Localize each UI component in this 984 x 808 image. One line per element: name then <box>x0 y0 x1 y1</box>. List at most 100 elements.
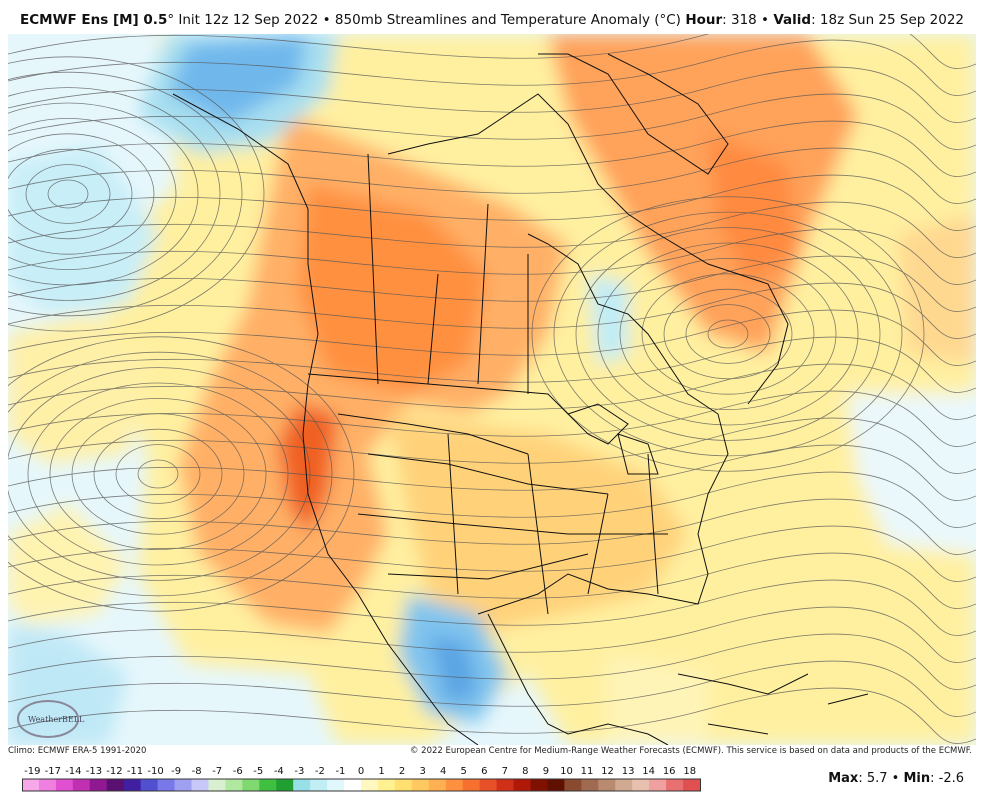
colorbar-swatch <box>174 779 192 791</box>
streamline <box>597 242 859 426</box>
colorbar-label: 9 <box>543 766 549 777</box>
header-valid: Hour: 318 • Valid: 18z Sun 25 Sep 2022 <box>685 12 964 28</box>
colorbar-swatch <box>157 779 176 791</box>
header-title: ECMWF Ens [M] 0.5° Init 12z 12 Sep 2022 … <box>20 12 681 28</box>
text-segment: ° Init 12z 12 Sep 2022 • 850mb Streamlin… <box>167 12 681 28</box>
streamline <box>8 633 976 690</box>
colorbar: -19 -17 -14 -13 -12 -11 -10 -9 -8 -7 -6 -5 -4 -3 -2 -1 0… <box>22 766 701 792</box>
streamline <box>71 413 245 535</box>
colorbar-label: 12 <box>601 766 614 777</box>
colorbar-label: 3 <box>419 766 425 777</box>
streamline <box>8 120 976 177</box>
colorbar-label: -12 <box>106 766 122 777</box>
colorbar-swatch <box>598 779 616 791</box>
streamline <box>8 579 976 636</box>
streamline <box>137 459 179 489</box>
text-segment: : -2.6 <box>930 771 964 786</box>
streamline <box>8 660 976 717</box>
streamline <box>49 398 267 550</box>
colorbar-swatch <box>547 779 565 791</box>
text-segment: Max <box>828 771 859 786</box>
colorbar-swatch <box>55 779 74 791</box>
streamline <box>8 56 265 332</box>
colorbar-swatch <box>89 779 108 791</box>
colorbar-swatch <box>293 779 311 791</box>
map: WeatherBELL <box>8 34 976 745</box>
colorbar-label: 10 <box>560 766 573 777</box>
streamline <box>8 336 976 393</box>
coastlines <box>172 53 869 745</box>
colorbar-swatch <box>310 779 328 791</box>
colorbar-swatch <box>445 779 464 791</box>
streamline <box>8 147 976 204</box>
colorbar-swatch <box>564 779 582 791</box>
text-segment: ECMWF Ens [M] 0.5 <box>20 12 168 28</box>
footer-copyright: © 2022 European Centre for Medium-Range … <box>409 746 972 756</box>
streamline <box>8 417 976 474</box>
colorbar-label: 18 <box>683 766 696 777</box>
colorbar-swatch <box>327 779 345 791</box>
streamline <box>619 258 837 410</box>
colorbar-label: -4 <box>274 766 284 777</box>
streamline <box>8 66 976 123</box>
colorbar-swatch <box>496 779 515 791</box>
streamline <box>8 201 976 258</box>
colorbar-label: 5 <box>461 766 467 777</box>
colorbar-label: -19 <box>24 766 40 777</box>
streamline <box>8 367 311 581</box>
streamline <box>663 288 793 380</box>
streamline <box>8 444 976 501</box>
text-segment: Valid <box>773 12 812 28</box>
colorbar-label: -3 <box>294 766 304 777</box>
streamline <box>27 382 289 566</box>
footer-climo: Climo: ECMWF ERA-5 1991-2020 <box>8 746 147 756</box>
colorbar-swatch <box>479 779 498 791</box>
streamline <box>8 133 155 255</box>
colorbar-swatch <box>208 779 226 791</box>
streamline <box>8 363 976 420</box>
colorbar-label: 7 <box>502 766 508 777</box>
colorbar-swatch <box>581 779 599 791</box>
streamline <box>115 444 201 504</box>
max-min: Max: 5.7 • Min: -2.6 <box>828 771 964 786</box>
colorbar-swatch <box>276 779 294 791</box>
colorbar-swatch <box>242 779 260 791</box>
colorbar-swatch <box>140 779 159 791</box>
colorbar-label: 13 <box>622 766 635 777</box>
colorbar-label: -10 <box>147 766 163 777</box>
streamline <box>25 164 111 224</box>
streamline <box>8 552 976 609</box>
colorbar-swatch <box>123 779 142 791</box>
colorbar-label: -1 <box>335 766 345 777</box>
streamline <box>575 227 881 441</box>
colorbar-label: 8 <box>522 766 528 777</box>
streamline <box>8 102 199 286</box>
colorbar-label: 14 <box>642 766 655 777</box>
streamline <box>8 174 976 231</box>
colorbar-label: -13 <box>86 766 102 777</box>
colorbar-swatch <box>361 779 379 791</box>
text-segment: : 318 • <box>722 12 774 28</box>
colorbar-label: -17 <box>45 766 61 777</box>
colorbar-swatch <box>428 779 447 791</box>
colorbar-label: 4 <box>440 766 446 777</box>
colorbar-swatch <box>666 779 684 791</box>
colorbar-swatch <box>38 779 57 791</box>
streamline <box>641 273 815 395</box>
colorbar-label: 1 <box>378 766 384 777</box>
streamline <box>8 687 976 744</box>
colorbar-swatch <box>411 779 430 791</box>
streamline <box>531 196 925 472</box>
streamline <box>8 93 976 150</box>
text-segment: Min <box>903 771 931 786</box>
colorbar-label: -14 <box>65 766 81 777</box>
colorbar-swatch <box>394 779 413 791</box>
colorbar-label: -2 <box>315 766 325 777</box>
streamline <box>93 428 223 520</box>
streamline <box>8 71 243 317</box>
colorbar-swatch <box>106 779 125 791</box>
colorbar-swatch <box>513 779 531 791</box>
colorbar-label: 0 <box>358 766 364 777</box>
colorbar-label: 16 <box>663 766 676 777</box>
colorbar-swatch <box>649 779 667 791</box>
